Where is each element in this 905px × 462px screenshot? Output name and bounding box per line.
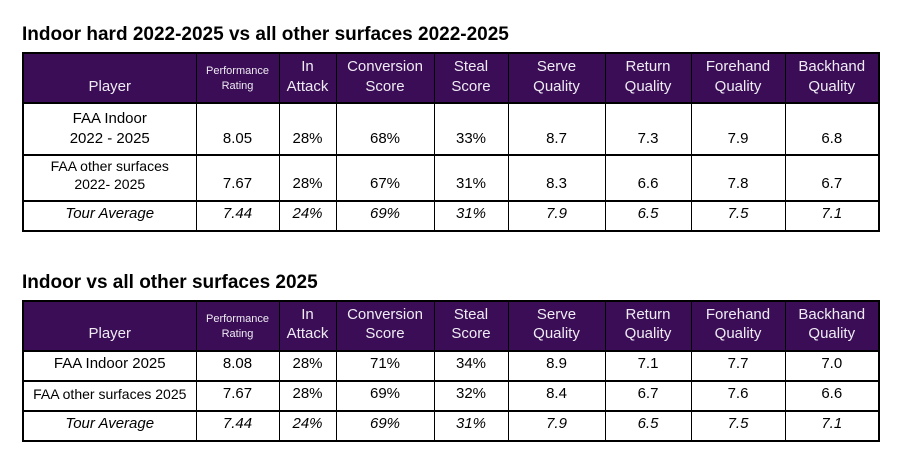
stat-cell: 7.1 [784,199,880,232]
header-cell-conversion-score: Conversion Score [335,51,435,104]
stat-cell: 7.8 [690,153,786,202]
stats-table-2022-2025: Player Performance Rating In Attack Conv… [22,51,880,232]
stat-cell: 7.5 [690,409,786,442]
player-cell: Tour Average [22,199,197,232]
table2-title: Indoor vs all other surfaces 2025 [22,271,318,293]
player-cell: FAA other surfaces 2022- 2025 [22,153,197,202]
header-row: Player Performance Rating In Attack Conv… [22,51,880,104]
stat-cell: 7.67 [195,379,280,412]
stat-cell: 6.7 [604,379,692,412]
stat-cell: 7.9 [690,101,786,156]
player-cell: FAA Indoor 2022 - 2025 [22,101,197,156]
stat-cell: 67% [335,153,435,202]
stat-cell: 7.1 [784,409,880,442]
stat-cell: 6.6 [784,379,880,412]
player-cell: FAA other surfaces 2025 [22,379,197,412]
stat-cell: 69% [335,409,435,442]
stat-cell: 7.44 [195,199,280,232]
stat-cell: 8.3 [507,153,606,202]
table-row: FAA Indoor 2025 8.08 28% 71% 34% 8.9 7.1… [22,349,880,382]
stats-table-2025: Player Performance Rating In Attack Conv… [22,299,880,442]
stat-cell: 6.6 [604,153,692,202]
stat-cell: 28% [278,379,337,412]
stat-cell: 8.9 [507,349,606,382]
stat-cell: 31% [433,199,509,232]
table-row: FAA other surfaces 2025 7.67 28% 69% 32%… [22,379,880,412]
header-cell-serve-quality: Serve Quality [507,51,606,104]
page: Indoor hard 2022-2025 vs all other surfa… [22,24,880,442]
header-cell-steal-score: Steal Score [433,51,509,104]
stat-cell: 69% [335,379,435,412]
table-row-tour-average: Tour Average 7.44 24% 69% 31% 7.9 6.5 7.… [22,409,880,442]
header-row: Player Performance Rating In Attack Conv… [22,299,880,352]
stat-cell: 6.8 [784,101,880,156]
stat-cell: 28% [278,101,337,156]
header-cell-backhand-quality: Backhand Quality [784,299,880,352]
stat-cell: 7.6 [690,379,786,412]
table-row: FAA Indoor 2022 - 2025 8.05 28% 68% 33% … [22,101,880,156]
stat-cell: 6.5 [604,199,692,232]
stat-cell: 68% [335,101,435,156]
stat-cell: 34% [433,349,509,382]
stat-cell: 33% [433,101,509,156]
stat-cell: 28% [278,153,337,202]
header-cell-performance-rating: Performance Rating [195,51,280,104]
stat-cell: 24% [278,409,337,442]
stat-cell: 31% [433,409,509,442]
header-cell-forehand-quality: Forehand Quality [690,299,786,352]
stat-cell: 7.0 [784,349,880,382]
stat-cell: 28% [278,349,337,382]
stat-cell: 24% [278,199,337,232]
header-cell-player: Player [22,51,197,104]
header-cell-performance-rating: Performance Rating [195,299,280,352]
stat-cell: 32% [433,379,509,412]
stat-cell: 8.08 [195,349,280,382]
header-cell-in-attack: In Attack [278,51,337,104]
header-cell-return-quality: Return Quality [604,299,692,352]
stat-cell: 8.05 [195,101,280,156]
stat-cell: 8.4 [507,379,606,412]
table-row: FAA other surfaces 2022- 2025 7.67 28% 6… [22,153,880,202]
table-row-tour-average: Tour Average 7.44 24% 69% 31% 7.9 6.5 7.… [22,199,880,232]
stat-cell: 8.7 [507,101,606,156]
stat-cell: 7.44 [195,409,280,442]
stat-cell: 7.5 [690,199,786,232]
table1-title: Indoor hard 2022-2025 vs all other surfa… [22,24,509,45]
stat-cell: 7.7 [690,349,786,382]
header-cell-player: Player [22,299,197,352]
header-cell-conversion-score: Conversion Score [335,299,435,352]
player-cell: Tour Average [22,409,197,442]
stat-cell: 7.1 [604,349,692,382]
header-cell-in-attack: In Attack [278,299,337,352]
stat-cell: 6.7 [784,153,880,202]
stat-cell: 69% [335,199,435,232]
player-cell: FAA Indoor 2025 [22,349,197,382]
stat-cell: 71% [335,349,435,382]
header-cell-serve-quality: Serve Quality [507,299,606,352]
header-cell-steal-score: Steal Score [433,299,509,352]
header-cell-backhand-quality: Backhand Quality [784,51,880,104]
header-cell-forehand-quality: Forehand Quality [690,51,786,104]
stat-cell: 7.67 [195,153,280,202]
header-cell-return-quality: Return Quality [604,51,692,104]
stat-cell: 7.9 [507,409,606,442]
stat-cell: 31% [433,153,509,202]
stat-cell: 7.9 [507,199,606,232]
stat-cell: 7.3 [604,101,692,156]
stat-cell: 6.5 [604,409,692,442]
